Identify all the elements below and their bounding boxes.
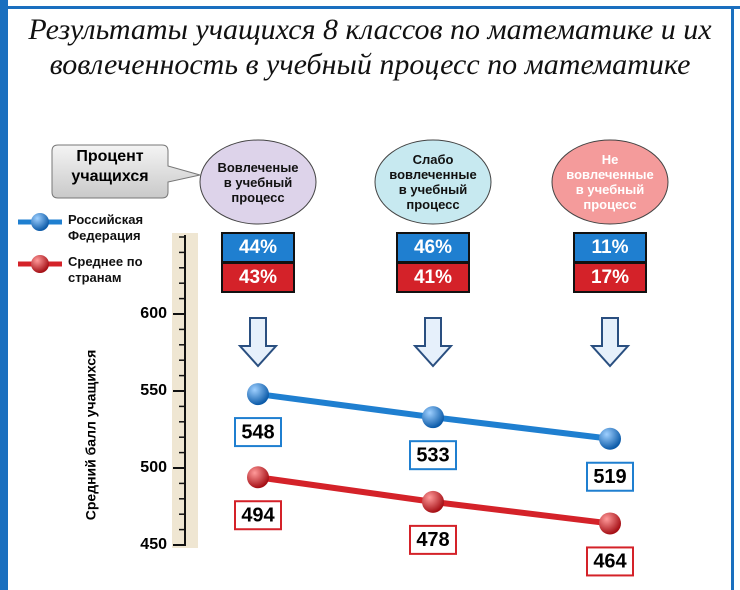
share-label: 44% (239, 237, 277, 258)
down-arrow (237, 317, 279, 368)
share-label: 46% (414, 237, 452, 258)
category-bubble (551, 139, 669, 225)
y-tick-label: 600 (140, 305, 167, 322)
value-label: 533 (416, 444, 449, 466)
value-box (586, 461, 634, 492)
y-tick-label: 450 (140, 536, 167, 553)
frame-right (731, 6, 734, 590)
frame-left (0, 0, 8, 590)
legend-marker (31, 213, 49, 231)
down-arrow (412, 317, 454, 368)
legend-label: Среднее по странам (68, 254, 143, 285)
share-box (573, 262, 647, 293)
share-label: 41% (414, 267, 452, 288)
share-box (221, 232, 295, 263)
category-label: Вовлеченые в учебный процесс (217, 159, 299, 205)
category-label: Слабо вовлеченные в учебный процесс (389, 152, 477, 212)
frame-top (0, 6, 740, 9)
value-label: 519 (593, 466, 626, 488)
share-title: Процент учащихся (71, 148, 149, 185)
category-label: Не вовлеченные в учебный процесс (566, 152, 654, 212)
point (247, 466, 269, 489)
legend-label: Российская Федерация (68, 212, 144, 243)
value-box (409, 524, 457, 555)
value-label: 548 (241, 421, 274, 443)
title: Результаты учащихся 8 классов по математ… (28, 13, 712, 81)
value-box (234, 500, 282, 531)
share-box (573, 232, 647, 263)
y-tick-label: 500 (140, 459, 167, 476)
share-label: 11% (592, 237, 629, 258)
point (247, 383, 269, 406)
point (422, 490, 444, 513)
value-box (586, 546, 634, 577)
point (599, 512, 621, 535)
value-label: 494 (241, 505, 275, 527)
share-callout (51, 144, 201, 199)
value-label: 464 (593, 551, 627, 573)
category-bubble (374, 139, 492, 225)
down-arrow (589, 317, 631, 368)
legend-marker (31, 255, 49, 273)
share-label: 43% (239, 267, 277, 288)
share-box (221, 262, 295, 293)
value-box (409, 440, 457, 471)
category-bubble (199, 139, 317, 225)
value-label: 478 (416, 529, 449, 551)
y-tick-label: 550 (140, 382, 167, 399)
share-label: 17% (591, 267, 629, 288)
point (422, 406, 444, 429)
share-box (396, 262, 470, 293)
value-box (234, 417, 282, 448)
point (599, 427, 621, 450)
y-axis-label: Средний балл учащихся (83, 350, 99, 521)
